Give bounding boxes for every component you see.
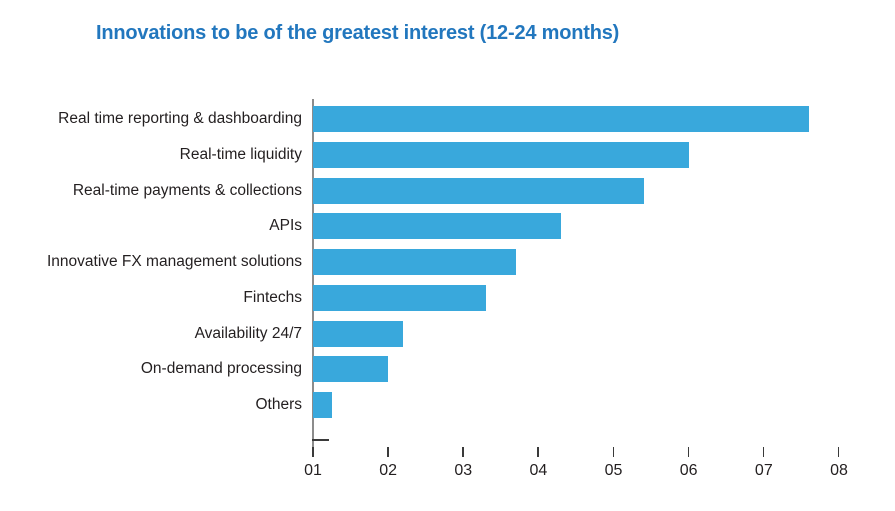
x-tick-mark: [537, 447, 539, 457]
category-label: Real time reporting & dashboarding: [58, 110, 302, 127]
category-label: APIs: [269, 217, 302, 235]
category-label: Others: [255, 396, 302, 413]
bar: [313, 106, 809, 132]
x-tick-label: 05: [604, 462, 623, 479]
x-tick-mark: [462, 447, 464, 457]
x-tick-label: 04: [529, 462, 548, 479]
x-tick-label: 06: [679, 462, 698, 479]
x-tick-mark: [762, 447, 765, 457]
bar: [313, 141, 689, 168]
category-label: Real-time liquidity: [179, 145, 302, 163]
category-label: Availability 24/7: [194, 324, 302, 342]
bar: [313, 356, 389, 383]
chart-title: Innovations to be of the greatest intere…: [96, 22, 620, 44]
x-tick-label: 02: [379, 462, 398, 479]
category-label: Innovative FX management solutions: [46, 253, 302, 270]
x-tick-mark: [387, 447, 389, 457]
bar: [313, 320, 404, 347]
bar: [313, 249, 516, 275]
bar: [313, 177, 644, 204]
x-tick-label: 03: [454, 462, 473, 479]
bar: [313, 284, 486, 311]
x-tick-label: 01: [304, 462, 322, 479]
bar: [313, 392, 332, 418]
x-tick-mark: [837, 447, 840, 457]
x-tick-mark: [312, 447, 314, 457]
bar: [313, 213, 561, 240]
category-label: Real-time payments & collections: [72, 181, 302, 199]
x-tick-label: 08: [830, 462, 848, 479]
x-axis-stub: [312, 439, 329, 441]
category-label: Fintechs: [243, 288, 302, 306]
x-tick-mark: [687, 447, 690, 457]
y-axis-line: [312, 99, 314, 447]
x-tick-label: 07: [754, 462, 773, 479]
category-label: On-demand processing: [140, 360, 302, 378]
x-tick-mark: [612, 447, 615, 457]
